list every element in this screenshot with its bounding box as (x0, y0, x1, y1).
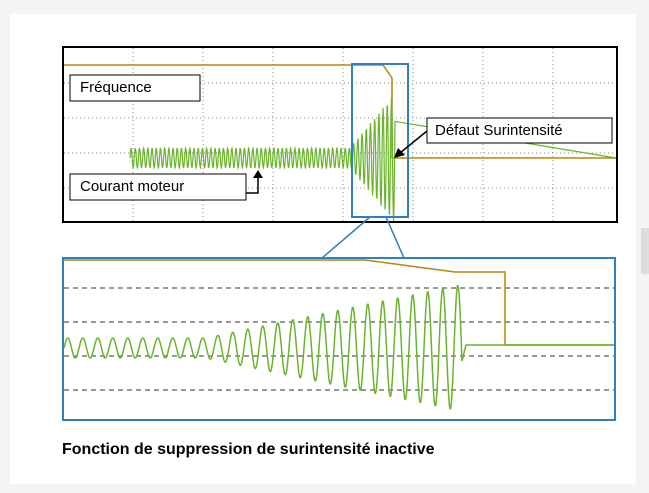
arrow (399, 130, 428, 154)
side-tab (641, 228, 649, 274)
label-box (69, 74, 201, 102)
zoom-lines (321, 216, 405, 259)
frequency-label: Fréquence (80, 79, 152, 96)
fault-label: Défaut Surintensité (435, 122, 563, 139)
label-box (426, 117, 613, 144)
arrow (246, 176, 259, 194)
zoom-scope (62, 257, 616, 421)
top-scope: Fréquence Courant moteur Défaut Surinten… (62, 46, 618, 223)
label-box (69, 173, 247, 201)
zoom-frame (62, 257, 616, 421)
arrow-head (253, 170, 263, 178)
frequency-trace (64, 64, 616, 159)
caption: Fonction de suppression de surintensité … (62, 441, 435, 458)
arrow-head (394, 148, 405, 158)
zoom-highlight (351, 63, 409, 218)
current-label: Courant moteur (80, 178, 184, 195)
current-trace (63, 284, 614, 410)
